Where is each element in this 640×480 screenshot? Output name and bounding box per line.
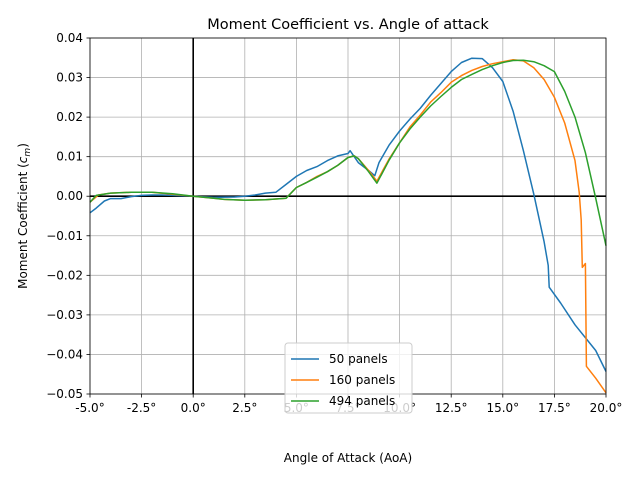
y-tick-label: 0.00 — [56, 189, 83, 203]
x-tick-label: 2.5° — [232, 401, 257, 415]
x-tick-label: 0.0° — [181, 401, 206, 415]
y-axis-title-close: ) — [16, 143, 30, 148]
legend-label-2: 160 panels — [329, 373, 395, 387]
legend-label-3: 494 panels — [329, 394, 395, 408]
y-axis-title-symbol: c — [16, 156, 30, 163]
y-tick-label: 0.03 — [56, 71, 83, 85]
y-axis-title-subscript: m — [23, 148, 33, 157]
y-axis-title: Moment Coefficient (cm) — [16, 143, 33, 289]
y-tick-label: 0.01 — [56, 150, 83, 164]
legend: 50 panels 160 panels 494 panels — [284, 342, 413, 414]
y-tick-label: −0.01 — [46, 229, 83, 243]
plot-area — [89, 37, 607, 395]
series-line-3 — [89, 59, 607, 246]
series-lines — [89, 57, 607, 394]
x-tick-label: 20.0° — [590, 401, 623, 415]
series-line-1 — [89, 57, 607, 372]
y-axis-ticks: −0.05 −0.04 −0.03 −0.02 −0.01 0.00 0.01 0.02 0.0… — [46, 31, 90, 401]
y-axis-title-text: Moment Coefficient ( — [16, 163, 30, 289]
y-tick-label: 0.02 — [56, 110, 83, 124]
x-axis-title: Angle of Attack (AoA) — [284, 451, 412, 465]
y-tick-label: −0.04 — [46, 347, 83, 361]
y-tick-label: 0.04 — [56, 31, 83, 45]
legend-box — [284, 342, 413, 414]
x-tick-label: -2.5° — [127, 401, 156, 415]
x-tick-label: 17.5° — [538, 401, 571, 415]
x-tick-label: 12.5° — [435, 401, 468, 415]
x-tick-label: 15.0° — [486, 401, 519, 415]
y-tick-label: −0.03 — [46, 308, 83, 322]
x-tick-label: -5.0° — [75, 401, 104, 415]
legend-entries: 50 panels 160 panels 494 panels — [291, 352, 395, 408]
legend-label-1: 50 panels — [329, 352, 388, 366]
y-tick-label: −0.05 — [46, 387, 83, 401]
chart-title: Moment Coefficient vs. Angle of attack — [207, 17, 489, 33]
y-tick-label: −0.02 — [46, 268, 83, 282]
